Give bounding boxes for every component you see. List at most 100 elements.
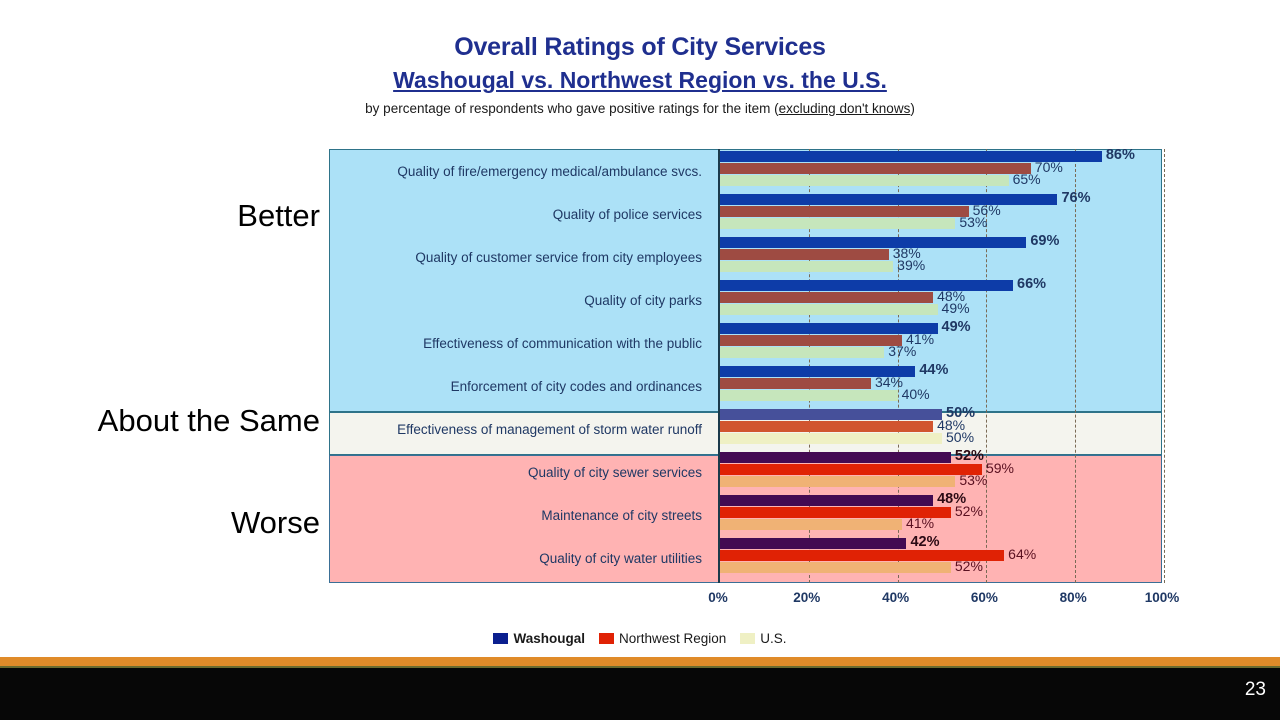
legend-item-u-s-: U.S. (740, 631, 787, 646)
bar-washougal (720, 237, 1027, 248)
row-bars: 86% 70% 65% (720, 146, 1162, 192)
bar-value-label: 86% (1105, 146, 1135, 163)
bar-value-label: 53% (959, 471, 988, 488)
bar-group-3: 49% (720, 299, 1162, 316)
bar-value-label: 52% (954, 557, 983, 574)
bar-group-3: 65% (720, 172, 1162, 186)
legend-item-northwest-region: Northwest Region (598, 632, 726, 646)
bar-value-label: 34% (874, 373, 903, 390)
chart-row: Enforcement of city codes and ordinances… (329, 362, 1162, 408)
x-axis: 0% 20% 40% 60% 80% 100% (708, 590, 1179, 608)
chart-row: Quality of city sewer services 52% 59% 53% (329, 447, 1162, 494)
bar-u-s- (720, 218, 956, 229)
bar-value-label: 64% (1008, 545, 1037, 562)
bar-u-s- (720, 175, 1009, 186)
x-axis-tick: 80% (1059, 590, 1087, 605)
x-axis-tick: 60% (970, 590, 998, 605)
chart-frame: Quality of fire/emergency medical/ambula… (329, 146, 1165, 583)
legend-label: U.S. (760, 631, 787, 646)
row-label: Effectiveness of communication with the … (423, 335, 702, 351)
bar-northwest-region (720, 163, 1031, 174)
footer-accent-bar (0, 657, 1280, 666)
bar-washougal (720, 280, 1014, 291)
bar-group-2: 70% (720, 160, 1162, 174)
bar-group-2: 56% (720, 201, 1162, 218)
bar-group-1: 48% (720, 490, 1162, 507)
x-axis-tick: 0% (708, 590, 728, 605)
bar-value-label: 53% (959, 213, 988, 230)
bar-value-label: 40% (901, 385, 930, 402)
bar-group-1: 50% (720, 404, 1162, 421)
row-bars: 52% 59% 53% (720, 447, 1162, 493)
chart-note-pre: by percentage of respondents who gave po… (365, 101, 779, 117)
bar-washougal (720, 409, 942, 420)
bar-group-1: 44% (720, 362, 1162, 377)
row-label: Quality of fire/emergency medical/ambula… (397, 163, 702, 179)
bar-value-label: 50% (946, 404, 976, 421)
bar-group-1: 52% (720, 447, 1162, 464)
bar-group-2: 48% (720, 287, 1162, 304)
bar-value-label: 48% (937, 490, 967, 507)
bar-group-3: 53% (720, 471, 1162, 488)
x-axis-tick: 20% (793, 590, 821, 605)
bar-washougal (720, 538, 907, 549)
bar-value-label: 59% (985, 459, 1014, 476)
chart-row: Quality of city water utilities 42% 64% 52% (329, 534, 1162, 580)
row-label: Quality of customer service from city em… (415, 249, 702, 265)
bar-group-1: 49% (720, 319, 1162, 334)
row-label: Quality of city water utilities (539, 550, 702, 566)
bar-value-label: 37% (888, 342, 917, 359)
page-title: Overall Ratings of City Services (454, 33, 826, 61)
bar-group-2: 64% (720, 545, 1162, 562)
bar-value-label: 52% (954, 447, 984, 464)
bar-group-3: 50% (720, 430, 1162, 444)
bar-value-label: 49% (941, 299, 970, 316)
bar-group-2: 38% (720, 246, 1162, 260)
group-caption-better: Better (237, 198, 320, 233)
bar-northwest-region (720, 249, 889, 260)
footer-accent-line (0, 666, 1280, 668)
bar-value-label: 48% (937, 287, 966, 304)
bar-washougal (720, 366, 916, 377)
bar-group-1: 86% (720, 146, 1162, 163)
bar-group-3: 40% (720, 385, 1162, 402)
slide-number: 23 (1244, 679, 1266, 700)
row-bars: 44% 34% 40% (720, 362, 1162, 407)
chart-row: Quality of police services 76% 56% 53% (329, 189, 1162, 236)
bar-northwest-region (720, 464, 982, 475)
chart-row: Quality of fire/emergency medical/ambula… (329, 146, 1162, 193)
bar-u-s- (720, 433, 942, 444)
bar-value-label: 41% (906, 330, 935, 347)
bar-value-label: 48% (937, 416, 966, 433)
bar-u-s- (720, 304, 938, 315)
chart-row: Effectiveness of communication with the … (329, 319, 1162, 365)
bar-northwest-region (720, 206, 969, 217)
row-bars: 69% 38% 39% (720, 232, 1162, 278)
bar-group-3: 53% (720, 213, 1162, 230)
bar-washougal (720, 151, 1102, 162)
gridline-80 (1075, 149, 1077, 583)
bar-value-label: 56% (972, 201, 1001, 218)
x-axis-tick: 100% (1144, 590, 1180, 605)
bar-northwest-region (720, 421, 934, 432)
bar-value-label: 66% (1017, 275, 1047, 292)
chart-row: Quality of customer service from city em… (329, 232, 1162, 279)
bar-washougal (720, 323, 938, 334)
bar-group-2: 52% (720, 502, 1162, 519)
bar-group-2: 48% (720, 416, 1162, 433)
bar-value-label: 52% (954, 502, 983, 519)
row-bars: 49% 41% 37% (720, 319, 1162, 364)
row-bars: 66% 48% 49% (720, 275, 1162, 321)
bar-group-3: 39% (720, 258, 1162, 272)
footer-bar (0, 668, 1280, 720)
bar-group-1: 69% (720, 232, 1162, 249)
title-block: Overall Ratings of City Services Washoug… (0, 32, 1280, 118)
bar-northwest-region (720, 292, 934, 303)
bar-value-label: 69% (1030, 232, 1060, 249)
bar-group-1: 76% (720, 189, 1162, 206)
bar-value-label: 76% (1061, 189, 1091, 206)
legend-label: Washougal (513, 631, 585, 646)
row-bars: 48% 52% 41% (720, 490, 1162, 536)
bar-u-s- (720, 476, 956, 487)
bar-group-3: 41% (720, 516, 1162, 530)
